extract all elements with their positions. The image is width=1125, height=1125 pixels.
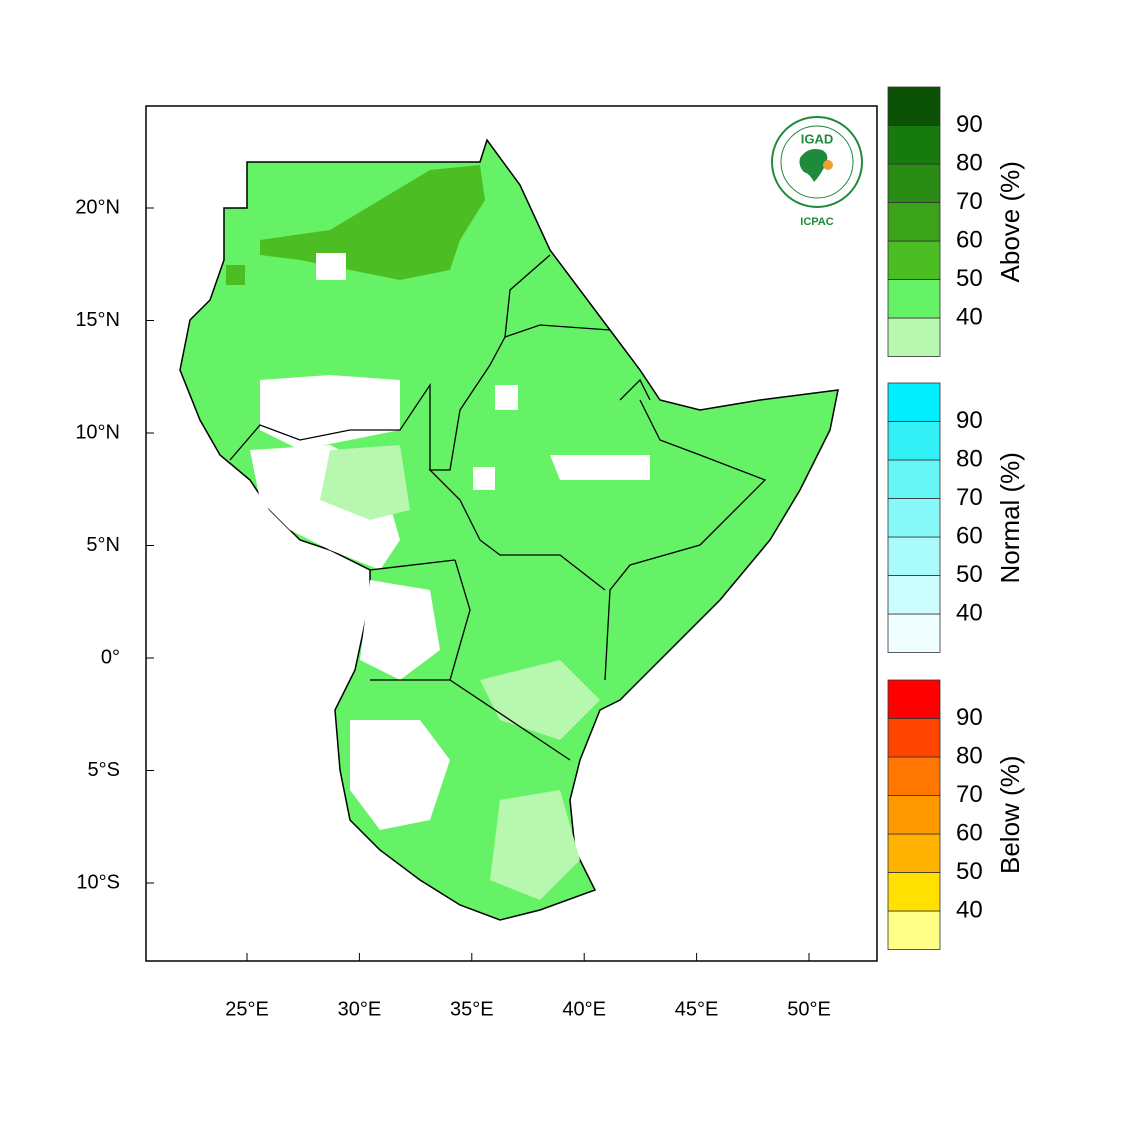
colorbar-label: 80 [956,742,983,769]
y-tick-label: 10°N [75,421,120,443]
logo: IGAD ICPAC [771,116,863,228]
patch [350,720,450,830]
colorbar-label: 40 [956,599,983,626]
colorbar-label: 60 [956,226,983,253]
colorbar-box [887,498,941,538]
colorbar-box [887,613,941,653]
colorbar-label: 90 [956,407,983,434]
plot-frame [145,105,878,962]
region-fill [179,138,839,921]
x-tick-label: 30°E [338,998,382,1020]
colorbar-box [887,718,941,758]
colorbar-label: 60 [956,522,983,549]
colorbar-label: 90 [956,111,983,138]
y-tick-label: 0° [101,646,120,668]
colorbar-box [887,756,941,796]
logo-inner-ring [780,125,854,199]
colorbar-title: Normal (%) [995,452,1025,583]
colorbar-label: 70 [956,781,983,808]
border [619,378,651,401]
colorbar-label: 40 [956,303,983,330]
x-tick-label: 25°E [225,998,269,1020]
logo-org: ICPAC [800,216,833,228]
patch [490,790,580,900]
colorbar-box [887,910,941,950]
colorbar-box [887,163,941,203]
weak-signal-patches [320,445,600,900]
map-area [179,138,839,921]
logo-name: IGAD [801,131,834,146]
x-tick-label: 35°E [450,998,494,1020]
colorbar-box [887,240,941,280]
colorbar-box [887,86,941,126]
colorbar-box [887,421,941,461]
colorbar-box [887,279,941,319]
logo-horn [823,160,833,170]
x-tick-label: 45°E [675,998,719,1020]
borders [229,254,767,761]
colorbar-box [887,536,941,576]
colorbar-box [887,872,941,912]
colorbar-title: Above (%) [995,161,1025,282]
colorbar-label: 40 [956,896,983,923]
low-signal-patches [250,253,650,830]
x-tick-label: 40°E [562,998,606,1020]
colorbar-label: 50 [956,561,983,588]
colorbar-box [887,575,941,615]
border [229,382,431,470]
border [479,539,606,591]
patch [495,385,518,410]
patch [550,455,650,480]
x-tick-label: 50°E [787,998,831,1020]
y-tick-label: 20°N [75,196,120,218]
logo-africa [799,149,828,182]
patch [316,253,346,280]
y-tick-label: 10°S [76,871,120,893]
patch [320,445,410,520]
colorbar-box [887,833,941,873]
colorbar-label: 50 [956,265,983,292]
colorbar-label: 90 [956,704,983,731]
high-prob-zone [226,265,245,285]
colorbar-label: 80 [956,149,983,176]
border [604,399,767,681]
border [428,336,506,541]
colorbar-label: 80 [956,445,983,472]
patch [360,580,440,680]
colorbar-box [887,202,941,242]
colorbar-box [887,125,941,165]
patch [260,375,400,450]
colorbar-label: 60 [956,819,983,846]
colorbar-label: 50 [956,858,983,885]
border [504,324,611,338]
y-tick-label: 5°S [88,759,120,781]
border [369,559,456,571]
colorbar-box [887,382,941,422]
colorbar-box [887,317,941,357]
colorbar-title: Below (%) [995,756,1025,874]
patch [473,467,495,490]
colorbar-box [887,795,941,835]
colorbar-box [887,679,941,719]
colorbar-label: 70 [956,188,983,215]
border [504,254,551,338]
y-tick-label: 5°N [86,534,120,556]
colorbar-box [887,459,941,499]
colorbar-label: 70 [956,484,983,511]
high-prob-zone [260,165,485,280]
y-tick-label: 15°N [75,309,120,331]
